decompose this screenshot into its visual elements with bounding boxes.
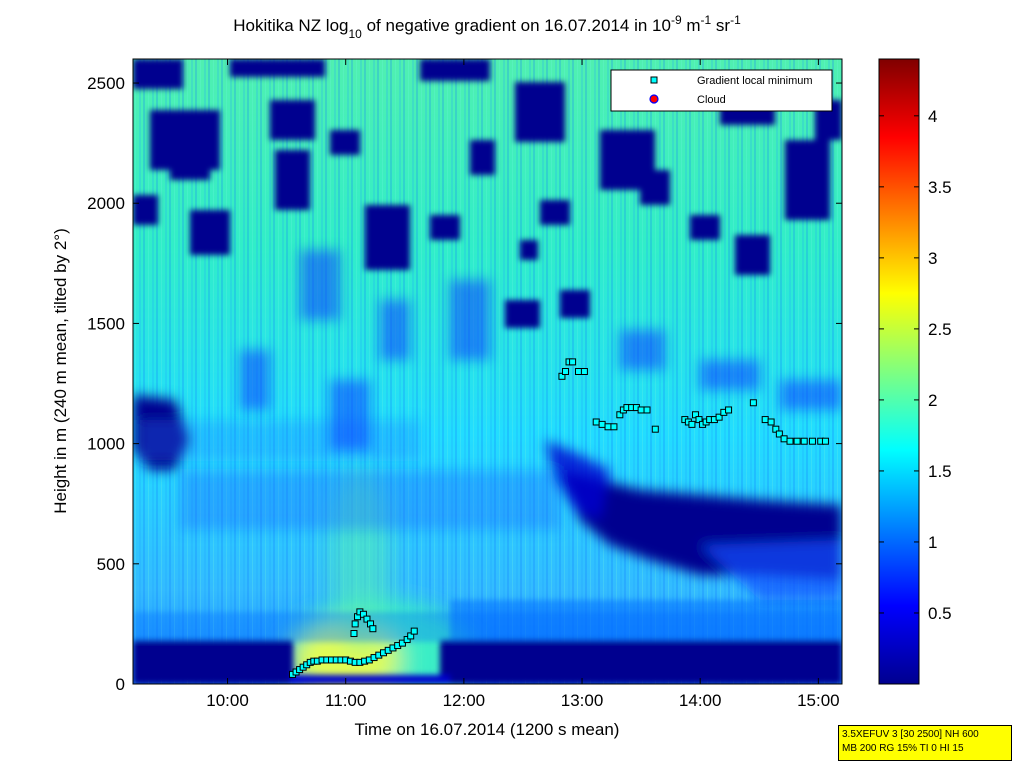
- gradient-minimum-point: [410, 627, 418, 635]
- x-tick-label: 13:00: [561, 691, 604, 710]
- colorbar: 0.5 1 1.5 2 2.5 3 3.5 4: [878, 58, 952, 685]
- colorbar-tick-label: 3.5: [928, 178, 952, 197]
- gradient-minimum-point: [574, 368, 582, 375]
- gradient-minimum-point: [767, 418, 775, 426]
- gradient-minimum-point: [598, 420, 606, 428]
- gradient-minimum-point: [643, 406, 651, 414]
- colorbar-gradient: [878, 58, 920, 685]
- gradient-minimum-point: [775, 430, 783, 438]
- gradient-minimum-point: [351, 620, 359, 628]
- legend-entry-gradient: Gradient local minimum: [697, 75, 813, 87]
- gradient-minimum-point: [808, 437, 816, 445]
- gradient-minimum-point: [793, 437, 801, 445]
- x-tick-label: 14:00: [679, 691, 722, 710]
- settings-note-line-2: MB 200 RG 15% TI 0 HI 15: [842, 743, 964, 754]
- gradient-minimum-point: [688, 420, 696, 428]
- gradient-minimum-point: [749, 399, 757, 407]
- colorbar-tick-label: 2.5: [928, 320, 952, 339]
- square-marker-icon: [650, 76, 658, 84]
- y-tick-label: 1000: [87, 435, 125, 454]
- gradient-minimum-point: [363, 615, 371, 623]
- settings-note-line-1: 3.5XEFUV 3 [30 2500] NH 600: [842, 729, 979, 740]
- colorbar-tick-label: 4: [928, 107, 937, 126]
- gradient-minimum-point: [369, 625, 377, 633]
- colorbar-tick-label: 0.5: [928, 604, 952, 623]
- gradient-minimum-point: [616, 411, 624, 419]
- gradient-minimum-point: [558, 372, 566, 380]
- gradient-minimum-point: [725, 406, 733, 414]
- legend: Gradient local minimum Cloud: [610, 69, 833, 112]
- gradient-minimum-point: [637, 406, 645, 414]
- gradient-minimum-point: [691, 411, 699, 419]
- settings-note-box: 3.5XEFUV 3 [30 2500] NH 600 MB 200 RG 15…: [838, 725, 1012, 761]
- gradient-minimum-point: [350, 630, 358, 638]
- legend-box: [610, 69, 833, 112]
- gradient-minimum-point: [359, 610, 367, 618]
- gradient-minimum-point: [592, 418, 600, 426]
- colorbar-tick-label: 2: [928, 391, 937, 410]
- x-tick-label: 15:00: [797, 691, 840, 710]
- colorbar-tick-label: 1: [928, 533, 937, 552]
- legend-entry-cloud: Cloud: [697, 94, 726, 106]
- colorbar-ticks: 0.5 1 1.5 2 2.5 3 3.5 4: [879, 107, 952, 623]
- y-tick-label: 0: [116, 675, 125, 694]
- x-tick-label: 12:00: [443, 691, 486, 710]
- x-axis-label: Time on 16.07.2014 (1200 s mean): [355, 720, 620, 739]
- x-tick-label: 11:00: [325, 691, 366, 710]
- y-tick-label: 2000: [87, 194, 125, 213]
- gradient-minimum-point: [580, 368, 588, 375]
- gradient-minimum-point: [695, 416, 703, 424]
- gradient-minimum-point: [398, 639, 406, 647]
- y-tick-label: 500: [97, 555, 125, 574]
- gradient-minimum-point: [651, 425, 659, 433]
- y-axis-label: Height in m (240 m mean, tilted by 2°): [51, 228, 70, 514]
- colorbar-tick-label: 1.5: [928, 462, 952, 481]
- circle-marker-icon: [649, 94, 659, 104]
- gradient-minimum-point: [772, 425, 780, 433]
- gradient-minimum-point: [610, 423, 618, 431]
- gradient-minimum-point: [715, 413, 723, 421]
- x-axis: 10:00 11:00 12:00 13:00 14:00 15:00: [206, 59, 840, 710]
- gradient-minimum-point: [780, 435, 788, 443]
- gradient-minimum-point: [569, 358, 577, 366]
- colorbar-tick-label: 3: [928, 249, 937, 268]
- gradient-minimum-point: [800, 437, 808, 445]
- plot-frame: [132, 58, 843, 685]
- gradient-minimum-point: [761, 416, 769, 424]
- y-axis: 0 500 1000 1500 2000 2500: [87, 74, 842, 694]
- x-tick-label: 10:00: [206, 691, 249, 710]
- gradient-minimum-point: [403, 636, 411, 644]
- gradient-minimum-markers: [289, 358, 829, 678]
- gradient-minimum-point: [407, 632, 415, 640]
- y-tick-label: 2500: [87, 74, 125, 93]
- chart-title: Hokitika NZ log10 of negative gradient o…: [233, 13, 741, 41]
- heatmap-plot: [133, 59, 842, 684]
- gradient-minimum-point: [786, 437, 794, 445]
- gradient-minimum-point: [821, 437, 829, 445]
- y-tick-label: 1500: [87, 314, 125, 333]
- gradient-minimum-point: [604, 423, 612, 431]
- gradient-minimum-point: [561, 368, 569, 375]
